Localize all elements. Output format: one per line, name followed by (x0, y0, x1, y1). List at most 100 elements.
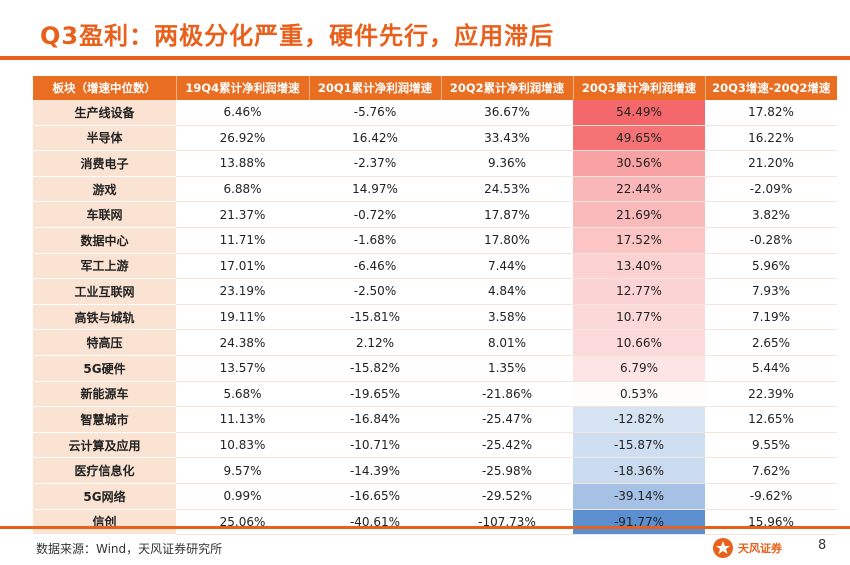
q3-20-growth: 10.66% (573, 329, 705, 356)
sector-name: 生产线设备 (33, 100, 176, 126)
growth-delta: 2.65% (705, 329, 837, 356)
sector-name: 智慧城市 (33, 406, 176, 433)
q3-20-growth: 13.40% (573, 253, 705, 280)
growth-delta: 7.62% (705, 457, 837, 484)
sector-name: 新能源车 (33, 381, 176, 408)
q4-19-growth: 13.88% (176, 150, 309, 177)
sector-name: 高铁与城轨 (33, 304, 176, 331)
data-source: 数据来源：Wind，天风证券研究所 (36, 542, 223, 556)
q1-20-growth: -40.61% (309, 509, 441, 536)
q4-19-growth: 26.92% (176, 125, 309, 152)
page-number: 8 (818, 538, 827, 553)
growth-delta: 5.44% (705, 355, 837, 382)
sector-name: 5G网络 (33, 483, 176, 510)
growth-delta: 21.20% (705, 150, 837, 177)
growth-delta: -2.09% (705, 176, 837, 203)
q2-20-growth: -25.42% (441, 432, 573, 459)
table-row: 消费电子 13.88% -2.37% 9.36% 30.56% 21.20% (33, 150, 837, 177)
growth-delta: 17.82% (705, 100, 837, 126)
q1-20-growth: -19.65% (309, 381, 441, 408)
q2-20-growth: 33.43% (441, 125, 573, 152)
q4-19-growth: 11.13% (176, 406, 309, 433)
title-underline (0, 56, 850, 60)
header-19q4: 19Q4累计净利润增速 (176, 76, 310, 100)
q3-20-growth: 22.44% (573, 176, 705, 203)
q4-19-growth: 17.01% (176, 253, 309, 280)
q4-19-growth: 0.99% (176, 483, 309, 510)
brand-name: 天风证券 (738, 542, 782, 555)
growth-delta: 22.39% (705, 381, 837, 408)
sector-name: 半导体 (33, 125, 176, 152)
table-row: 特高压 24.38% 2.12% 8.01% 10.66% 2.65% (33, 329, 837, 356)
q3-20-growth: 10.77% (573, 304, 705, 331)
q3-20-growth: 0.53% (573, 381, 705, 408)
q1-20-growth: -0.72% (309, 201, 441, 228)
q2-20-growth: 24.53% (441, 176, 573, 203)
q1-20-growth: -15.81% (309, 304, 441, 331)
q2-20-growth: -25.98% (441, 457, 573, 484)
q1-20-growth: 2.12% (309, 329, 441, 356)
q4-19-growth: 5.68% (176, 381, 309, 408)
q4-19-growth: 11.71% (176, 227, 309, 254)
q1-20-growth: -2.37% (309, 150, 441, 177)
header-sector: 板块（增速中位数） (33, 76, 177, 100)
growth-delta: 7.19% (705, 304, 837, 331)
table-row: 高铁与城轨 19.11% -15.81% 3.58% 10.77% 7.19% (33, 304, 837, 331)
q1-20-growth: -16.84% (309, 406, 441, 433)
growth-delta: -0.28% (705, 227, 837, 254)
q2-20-growth: -21.86% (441, 381, 573, 408)
q4-19-growth: 23.19% (176, 278, 309, 305)
q1-20-growth: -16.65% (309, 483, 441, 510)
brand-logo: 天风证券 (712, 537, 782, 559)
q1-20-growth: -15.82% (309, 355, 441, 382)
q3-20-growth: 21.69% (573, 201, 705, 228)
table-row: 半导体 26.92% 16.42% 33.43% 49.65% 16.22% (33, 125, 837, 152)
q1-20-growth: 16.42% (309, 125, 441, 152)
q2-20-growth: -25.47% (441, 406, 573, 433)
q2-20-growth: 9.36% (441, 150, 573, 177)
q4-19-growth: 9.57% (176, 457, 309, 484)
q2-20-growth: 36.67% (441, 100, 573, 126)
sector-name: 特高压 (33, 329, 176, 356)
q1-20-growth: -14.39% (309, 457, 441, 484)
q3-20-growth: -91.77% (573, 509, 705, 536)
q4-19-growth: 19.11% (176, 304, 309, 331)
q4-19-growth: 21.37% (176, 201, 309, 228)
q3-20-growth: -18.36% (573, 457, 705, 484)
q4-19-growth: 24.38% (176, 329, 309, 356)
table-row: 生产线设备 6.46% -5.76% 36.67% 54.49% 17.82% (33, 100, 837, 126)
q2-20-growth: 7.44% (441, 253, 573, 280)
sector-name: 游戏 (33, 176, 176, 203)
q2-20-growth: 3.58% (441, 304, 573, 331)
growth-delta: -9.62% (705, 483, 837, 510)
q3-20-growth: -12.82% (573, 406, 705, 433)
sector-name: 医疗信息化 (33, 457, 176, 484)
q4-19-growth: 6.46% (176, 100, 309, 126)
sector-name: 军工上游 (33, 253, 176, 280)
sector-name: 工业互联网 (33, 278, 176, 305)
q4-19-growth: 10.83% (176, 432, 309, 459)
q4-19-growth: 6.88% (176, 176, 309, 203)
table-row: 5G硬件 13.57% -15.82% 1.35% 6.79% 5.44% (33, 355, 837, 382)
q1-20-growth: -1.68% (309, 227, 441, 254)
q1-20-growth: -5.76% (309, 100, 441, 126)
tianfeng-logo-icon (713, 538, 733, 558)
header-delta: 20Q3增速-20Q2增速 (705, 76, 837, 100)
sector-name: 信创 (33, 509, 176, 536)
q3-20-growth: 30.56% (573, 150, 705, 177)
growth-delta: 12.65% (705, 406, 837, 433)
q2-20-growth: 17.80% (441, 227, 573, 254)
q3-20-growth: 12.77% (573, 278, 705, 305)
table-row: 数据中心 11.71% -1.68% 17.80% 17.52% -0.28% (33, 227, 837, 254)
q3-20-growth: 49.65% (573, 125, 705, 152)
growth-table: 板块（增速中位数） 19Q4累计净利润增速 20Q1累计净利润增速 20Q2累计… (33, 76, 837, 536)
header-20q3: 20Q3累计净利润增速 (573, 76, 706, 100)
growth-delta: 5.96% (705, 253, 837, 280)
table-row: 工业互联网 23.19% -2.50% 4.84% 12.77% 7.93% (33, 278, 837, 305)
table-row: 医疗信息化 9.57% -14.39% -25.98% -18.36% 7.62% (33, 457, 837, 484)
growth-delta: 3.82% (705, 201, 837, 228)
table-row: 游戏 6.88% 14.97% 24.53% 22.44% -2.09% (33, 176, 837, 203)
header-20q1: 20Q1累计净利润增速 (309, 76, 442, 100)
table-header-row: 板块（增速中位数） 19Q4累计净利润增速 20Q1累计净利润增速 20Q2累计… (33, 76, 837, 100)
q3-20-growth: 17.52% (573, 227, 705, 254)
